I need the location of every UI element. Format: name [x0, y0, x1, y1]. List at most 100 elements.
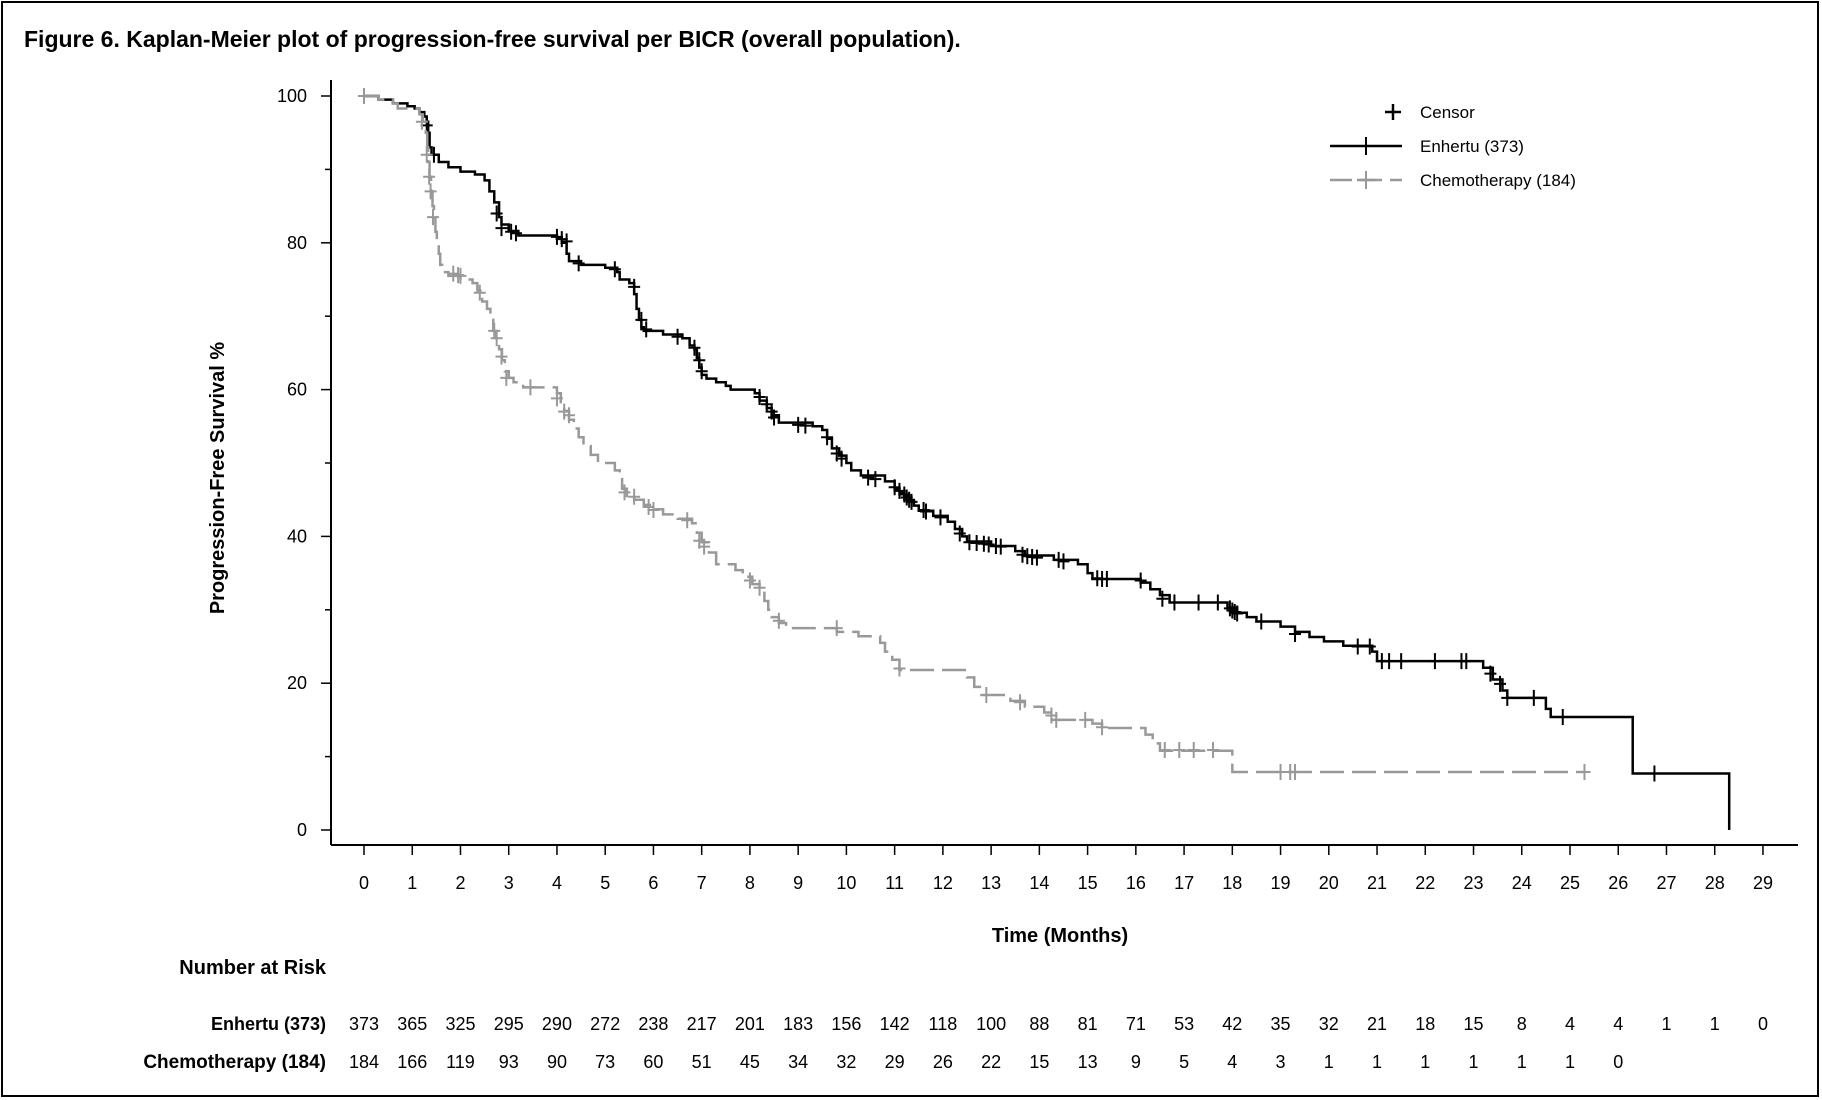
risk-value: 34	[788, 1052, 808, 1072]
legend: Censor Enhertu (373) Chemotherapy (184)	[1330, 103, 1576, 190]
censor-mark	[1351, 638, 1364, 655]
censor-mark	[1494, 675, 1507, 692]
censor-mark	[1014, 694, 1027, 711]
x-tick-label: 8	[745, 873, 755, 893]
censor-mark	[424, 183, 437, 200]
censor-mark	[1428, 653, 1441, 670]
censor-mark	[628, 278, 641, 295]
censor-mark	[903, 491, 916, 508]
risk-value: 13	[1078, 1052, 1098, 1072]
risk-value: 100	[976, 1014, 1006, 1034]
censor-mark	[1211, 594, 1224, 611]
risk-value: 156	[831, 1014, 861, 1034]
censor-mark	[1289, 626, 1302, 643]
censor-mark	[1228, 604, 1241, 621]
x-tick-label: 9	[793, 873, 803, 893]
censor-mark	[426, 209, 439, 226]
censor-mark	[919, 503, 932, 520]
censor-mark	[1096, 719, 1109, 736]
censor-mark	[753, 388, 766, 405]
x-tick-label: 29	[1753, 873, 1773, 893]
censor-mark	[1383, 653, 1396, 670]
y-axis-label: Progression-Free Survival %	[207, 342, 229, 615]
censor-mark	[768, 409, 781, 426]
risk-value: 3	[1276, 1052, 1286, 1072]
censor-mark	[835, 450, 848, 467]
censor-mark	[454, 267, 467, 284]
risk-value: 184	[349, 1052, 379, 1072]
risk-row-label-enhertu: Enhertu (373)	[211, 1014, 326, 1034]
risk-value: 1	[1324, 1052, 1334, 1072]
censor-mark	[1527, 689, 1540, 706]
risk-value: 4	[1565, 1014, 1575, 1034]
risk-value: 93	[499, 1052, 519, 1072]
censor-mark	[1168, 594, 1181, 611]
risk-value: 26	[933, 1052, 953, 1072]
risk-value: 118	[929, 1014, 958, 1034]
censor-mark	[1395, 653, 1408, 670]
censor-mark	[799, 417, 812, 434]
censor-mark	[1158, 741, 1171, 758]
x-tick-label: 11	[885, 873, 904, 893]
risk-value: 8	[1517, 1014, 1527, 1034]
censor-mark	[1187, 741, 1200, 758]
legend-censor-marker	[1385, 104, 1401, 120]
risk-value: 1	[1661, 1014, 1671, 1034]
risk-value: 32	[1319, 1014, 1339, 1034]
censor-mark	[980, 686, 993, 703]
risk-value: 51	[692, 1052, 712, 1072]
censor-mark	[893, 660, 906, 677]
censor-mark	[500, 369, 513, 386]
risk-value: 90	[547, 1052, 567, 1072]
censor-mark	[994, 538, 1007, 555]
censor-mark	[1648, 765, 1661, 782]
censor-mark	[550, 390, 563, 407]
risk-value: 21	[1367, 1014, 1387, 1034]
censor-mark	[821, 429, 834, 446]
km-curve	[364, 94, 1585, 774]
censor-mark	[671, 328, 684, 345]
censor-mark	[1231, 605, 1244, 622]
censor-mark	[495, 220, 508, 237]
risk-value: 183	[783, 1014, 813, 1034]
risk-value: 166	[397, 1052, 427, 1072]
censor-mark	[1173, 741, 1186, 758]
figure-title: Figure 6. Kaplan-Meier plot of progressi…	[24, 26, 961, 52]
risk-value: 5	[1179, 1052, 1189, 1072]
risk-value: 373	[349, 1014, 379, 1034]
risk-value: 0	[1613, 1052, 1623, 1072]
x-tick-label: 0	[359, 873, 369, 893]
censor-mark	[524, 379, 537, 396]
censor-mark	[640, 321, 653, 338]
x-tick-label: 19	[1271, 873, 1291, 893]
censor-mark	[1363, 638, 1376, 655]
censor-mark	[618, 484, 631, 501]
censor-mark	[647, 501, 660, 518]
risk-value: 272	[590, 1014, 620, 1034]
censor-mark	[698, 538, 711, 555]
censor-mark	[1100, 570, 1113, 587]
censor-mark	[1289, 764, 1302, 781]
censor-mark	[953, 525, 966, 542]
x-tick-label: 14	[1029, 873, 1049, 893]
risk-value: 295	[494, 1014, 524, 1034]
censor-mark	[415, 113, 428, 130]
x-tick-label: 5	[600, 873, 610, 893]
risk-value: 1	[1420, 1052, 1430, 1072]
censor-mark	[1255, 613, 1268, 630]
censor-mark	[490, 205, 503, 222]
censor-mark	[495, 348, 508, 365]
risk-value: 1	[1517, 1052, 1527, 1072]
risk-value: 35	[1271, 1014, 1291, 1034]
censor-mark	[1460, 653, 1473, 670]
x-tick-label: 18	[1222, 873, 1242, 893]
censor-mark	[635, 311, 648, 328]
y-tick-label: 40	[287, 526, 307, 546]
risk-value: 88	[1029, 1014, 1049, 1034]
risk-value: 22	[981, 1052, 1001, 1072]
censor-mark	[753, 579, 766, 596]
censor-mark	[1134, 572, 1147, 589]
